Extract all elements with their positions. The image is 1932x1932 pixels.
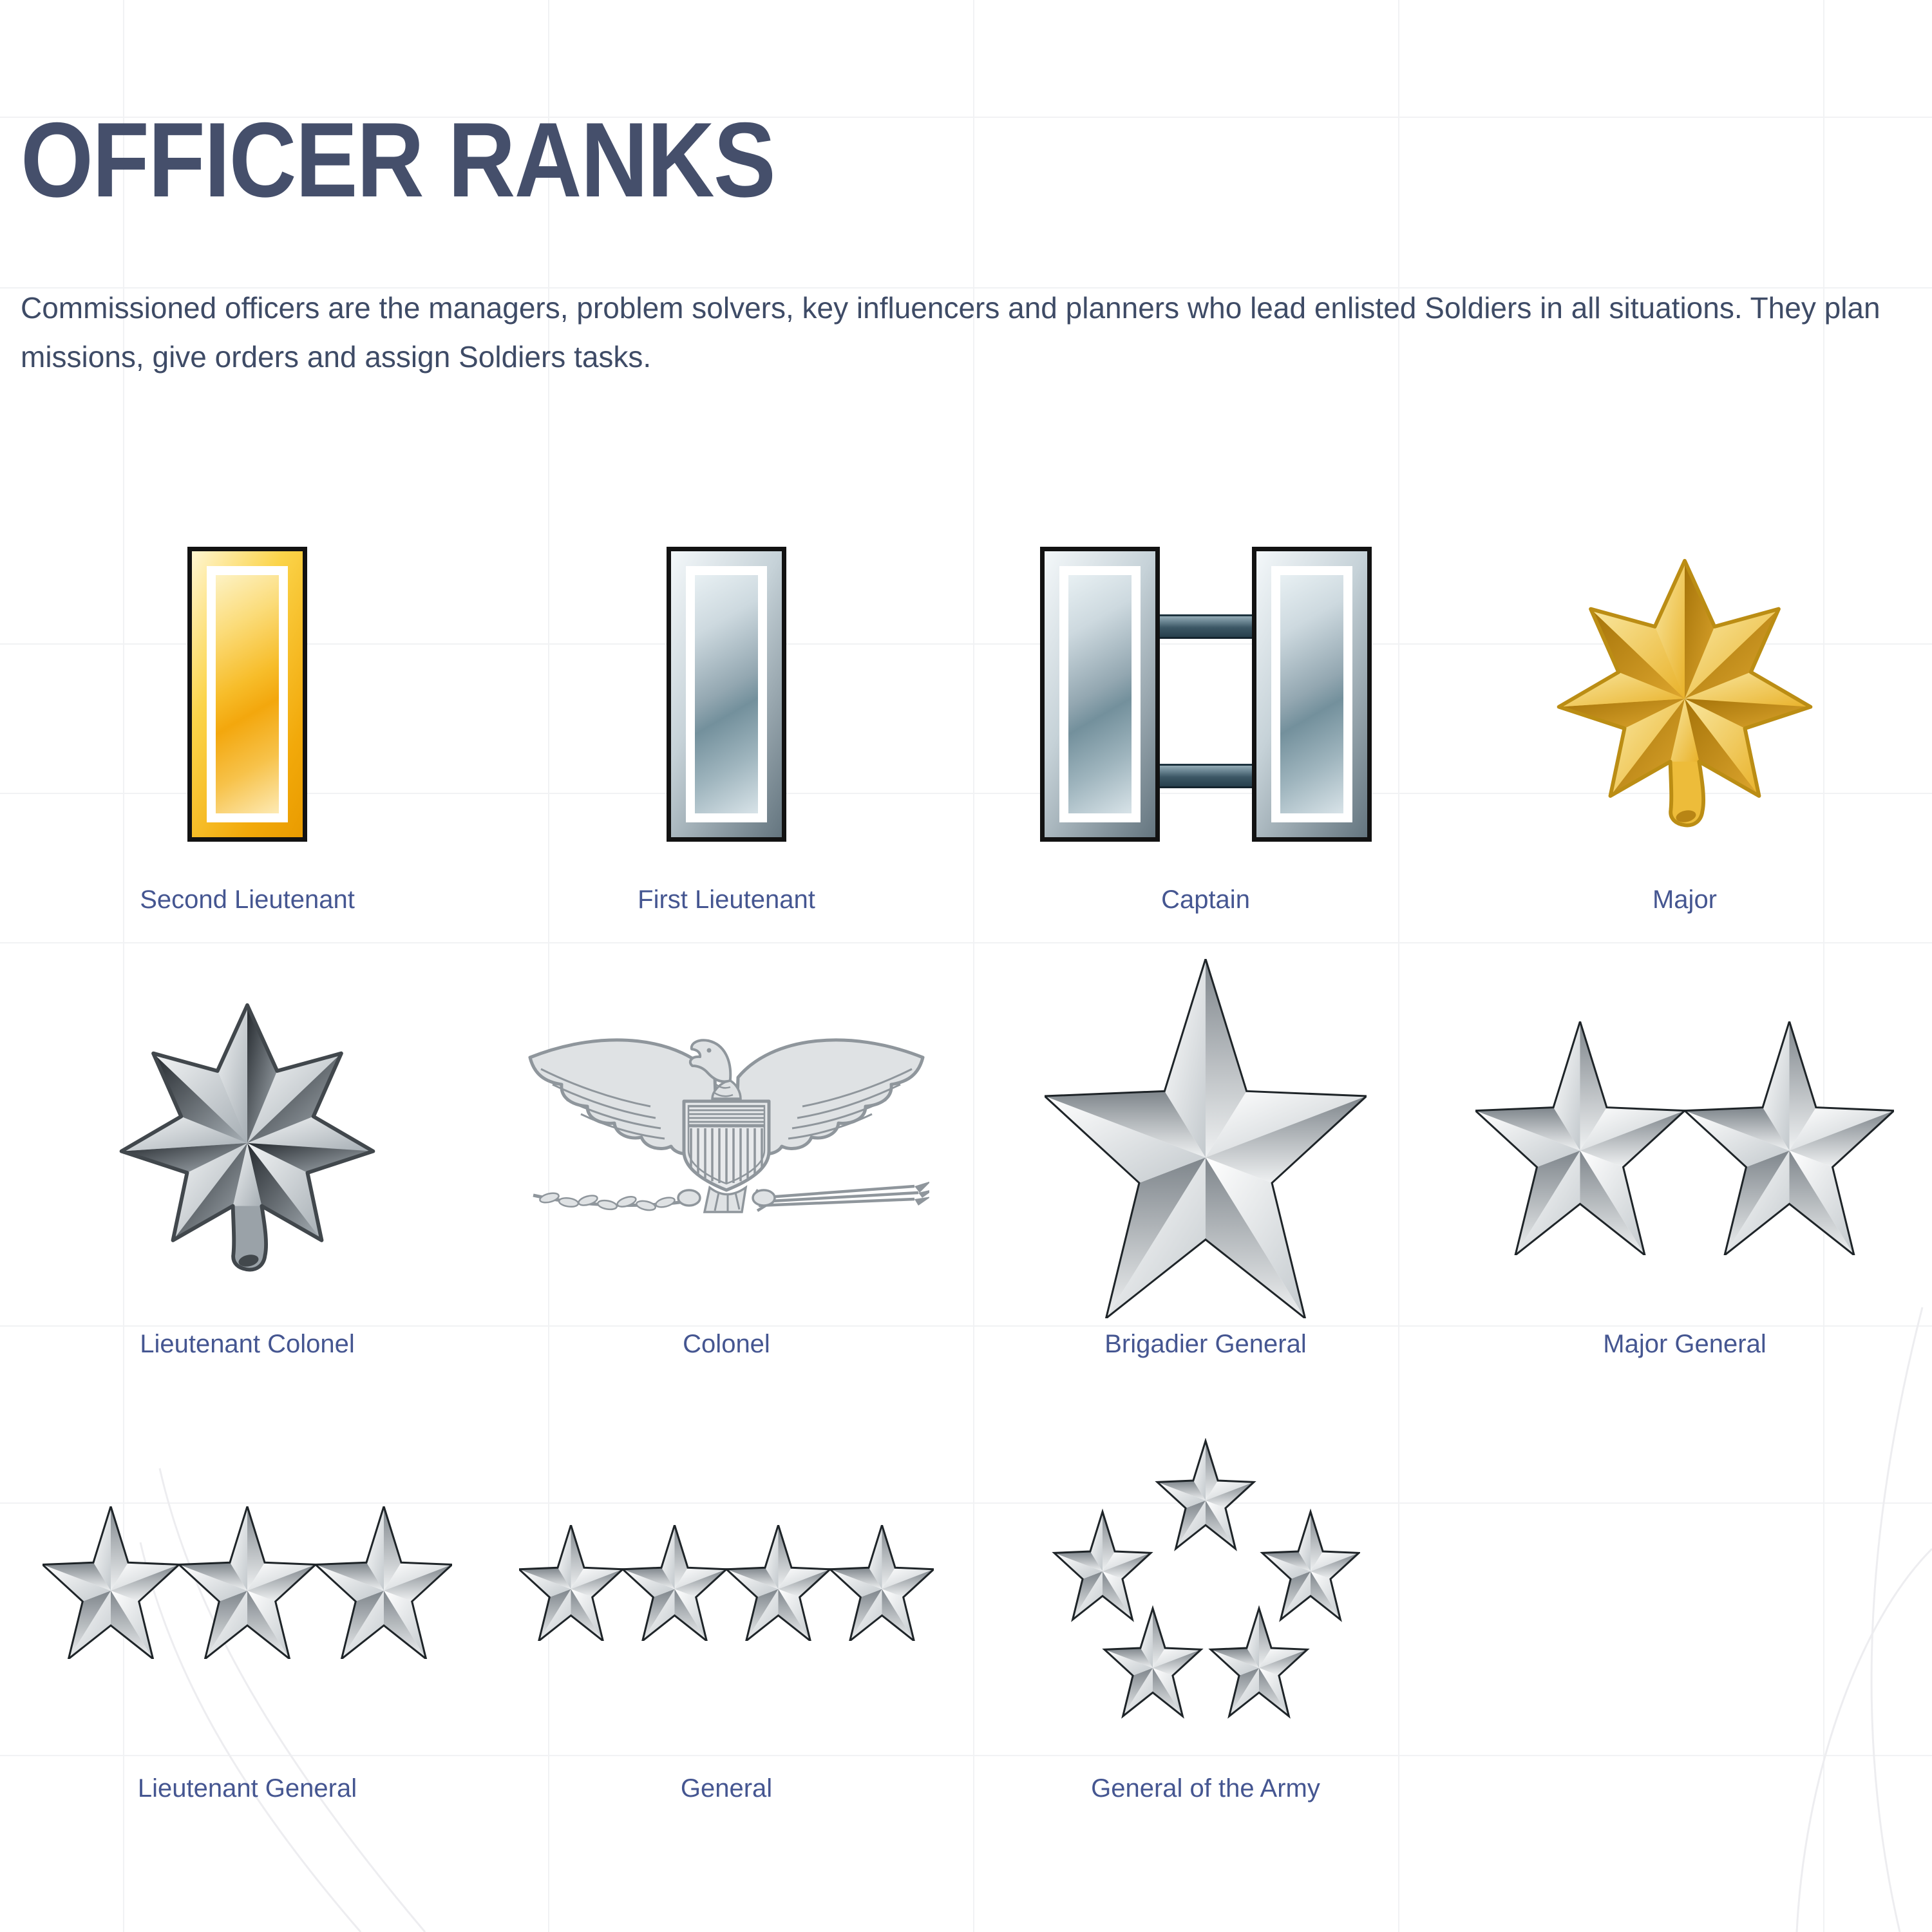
1-star-icon [1045, 959, 1367, 1318]
rank-cell-star-2: Major General [1445, 953, 1924, 1397]
bar-connector [1154, 763, 1257, 788]
rank-cell-star-4: General [487, 1397, 966, 1842]
insignia-box [8, 509, 487, 879]
silver-oak-leaf-icon [119, 1003, 375, 1271]
rank-label: Colonel [683, 1330, 770, 1358]
rank-label: First Lieutenant [638, 886, 815, 914]
rank-label: General of the Army [1091, 1774, 1320, 1803]
page-title: OFFICER RANKS [21, 100, 776, 219]
insignia-box [1445, 953, 1924, 1323]
rank-cell-gold-bar: Second Lieutenant [8, 509, 487, 953]
silver-bar-icon [667, 546, 786, 842]
insignia-box [966, 509, 1445, 879]
insignia-box [487, 509, 966, 879]
contour-lines [139, 1307, 1932, 1932]
insignia-box [966, 1397, 1445, 1768]
bar-connector [1154, 614, 1257, 639]
2-star-icon [1475, 1021, 1894, 1255]
eagle-icon [524, 1028, 929, 1213]
gold-bar-icon [187, 546, 307, 842]
rank-label: Lieutenant General [137, 1774, 357, 1803]
rank-cell-double-silver-bar: Captain [966, 509, 1445, 953]
double-silver-bar-icon [1039, 546, 1372, 842]
rank-label: Major General [1603, 1330, 1766, 1358]
rank-label: Second Lieutenant [140, 886, 355, 914]
5-star-pentagon-icon [1053, 1439, 1360, 1717]
rank-cell-star-3: Lieutenant General [8, 1397, 487, 1842]
rank-label: Major [1652, 886, 1718, 914]
insignia-box [8, 1397, 487, 1768]
rank-cell-silver-bar: First Lieutenant [487, 509, 966, 953]
page-description: Commissioned officers are the managers, … [21, 290, 1880, 374]
rank-label: Lieutenant Colonel [140, 1330, 355, 1358]
insignia-box [1445, 509, 1924, 879]
3-star-icon [43, 1506, 452, 1659]
insignia-box [487, 953, 966, 1323]
rank-cell-star-1: Brigadier General [966, 953, 1445, 1397]
rank-cell-star-5-pentagon: General of the Army [966, 1397, 1445, 1842]
rank-cell-silver-oak-leaf: Lieutenant Colonel [8, 953, 487, 1397]
rank-cell-eagle: Colonel [487, 953, 966, 1397]
ranks-grid: Second Lieutenant First Lieutenant Capta… [8, 509, 1924, 1842]
page-header: OFFICER RANKS Commissioned officers are … [21, 0, 1920, 381]
insignia-box [8, 953, 487, 1323]
4-star-icon [519, 1524, 934, 1641]
rank-label: Brigadier General [1104, 1330, 1307, 1358]
rank-label: Captain [1161, 886, 1250, 914]
rank-label: General [680, 1774, 773, 1803]
rank-cell-gold-oak-leaf: Major [1445, 509, 1924, 953]
insignia-box [487, 1397, 966, 1768]
insignia-box [966, 953, 1445, 1323]
gold-oak-leaf-icon [1557, 558, 1813, 827]
